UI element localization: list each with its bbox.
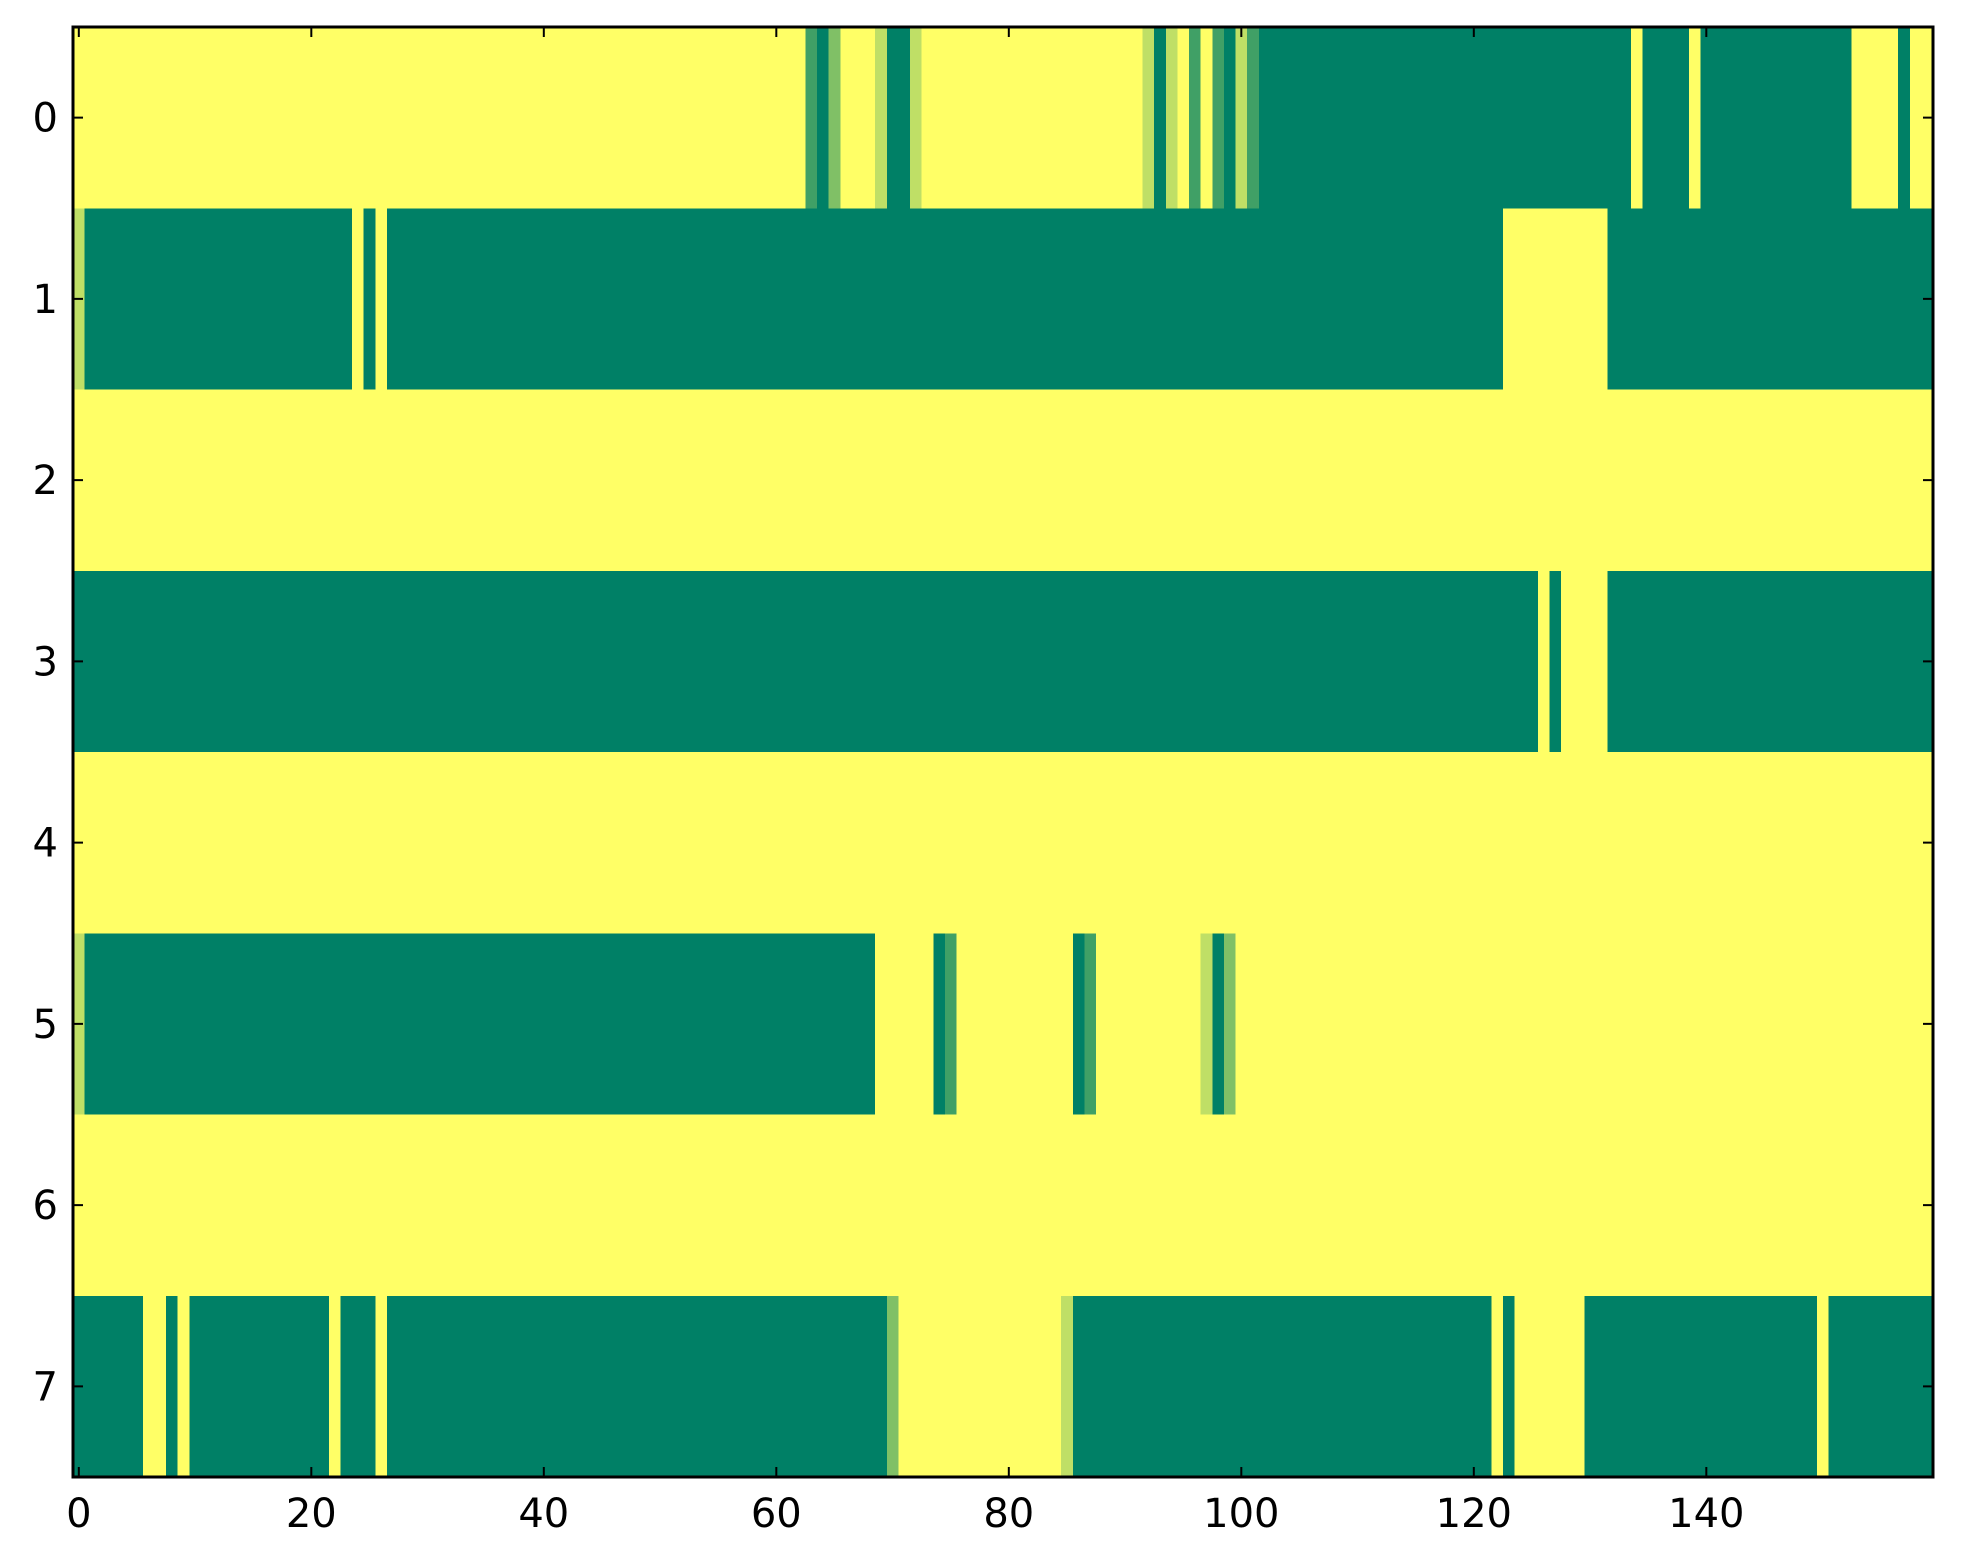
- heatmap-cell-row-5-seg-6: [1200, 933, 1213, 1115]
- heatmap-cell-row-7-seg-0: [73, 1295, 143, 1477]
- y-tick-label-7: 7: [33, 1364, 58, 1410]
- x-tick-label-40: 40: [518, 1491, 569, 1537]
- heatmap-cell-row-3-seg-2: [1607, 570, 1933, 752]
- heatmap-cell-row-0-seg-1: [817, 27, 829, 209]
- heatmap-cell-row-3-seg-1: [1549, 570, 1561, 752]
- heatmap-cell-row-5-seg-4: [1072, 933, 1085, 1115]
- heatmap-cell-row-7-seg-4: [386, 1295, 887, 1477]
- x-tick-label-120: 120: [1436, 1491, 1512, 1537]
- heatmap-cell-row-7-seg-2: [189, 1295, 329, 1477]
- heatmap-cell-row-7-seg-5: [886, 1295, 899, 1477]
- heatmap-cell-row-0-seg-10: [1189, 27, 1201, 209]
- heatmap-cell-row-0-seg-0: [805, 27, 817, 209]
- heatmap-cell-row-7-seg-8: [1502, 1295, 1515, 1477]
- y-tick-label-4: 4: [33, 821, 58, 867]
- x-tick-label-140: 140: [1668, 1491, 1744, 1537]
- y-tick-label-2: 2: [33, 458, 58, 504]
- heatmap-cell-row-0-seg-16: [1642, 27, 1689, 209]
- heatmap-cell-row-0-seg-13: [1235, 27, 1248, 209]
- axis-ticks: [73, 27, 1933, 1477]
- heatmap-cell-row-7-seg-6: [1061, 1295, 1073, 1477]
- y-tick-label-3: 3: [33, 639, 58, 685]
- y-tick-label-0: 0: [33, 96, 58, 142]
- heatmap-cell-row-5-seg-5: [1084, 933, 1096, 1115]
- x-axis-tick-labels: 0 20 40 60 80 100 120 140: [66, 1491, 1744, 1537]
- heatmap-cell-row-0-seg-11: [1212, 27, 1224, 209]
- heatmap-cell-row-1-seg-3: [386, 208, 1503, 390]
- heatmap-cell-row-0-seg-9: [1165, 27, 1178, 209]
- heatmap-cell-row-0-seg-6: [910, 27, 922, 209]
- x-tick-label-80: 80: [983, 1491, 1034, 1537]
- heatmap-cell-row-5-seg-2: [933, 933, 945, 1115]
- heatmap-cell-row-1-seg-2: [363, 208, 376, 390]
- heatmap-cell-row-7-seg-10: [1828, 1295, 1933, 1477]
- heatmap-row-4-background: [73, 752, 1933, 934]
- heatmap-cell-row-7-seg-1: [166, 1295, 178, 1477]
- y-tick-label-1: 1: [33, 277, 58, 323]
- x-tick-label-20: 20: [286, 1491, 337, 1537]
- heatmap-cell-row-3-seg-0: [73, 570, 1538, 752]
- heatmap-cell-row-5-seg-8: [1223, 933, 1236, 1115]
- heatmap-cell-row-0-seg-2: [828, 27, 841, 209]
- heatmap-cell-row-0-seg-4: [886, 27, 899, 209]
- heatmap-cell-row-0-seg-14: [1247, 27, 1259, 209]
- y-tick-label-6: 6: [33, 1183, 58, 1229]
- heatmap-cell-row-7-seg-9: [1584, 1295, 1817, 1477]
- heatmap-cell-row-1-seg-4: [1607, 208, 1933, 390]
- heatmap-cell-row-0-seg-8: [1154, 27, 1166, 209]
- x-tick-label-0: 0: [66, 1491, 91, 1537]
- heatmap-cell-row-1-seg-1: [84, 208, 352, 390]
- heatmap-cell-row-5-seg-7: [1212, 933, 1224, 1115]
- heatmap-cell-row-7-seg-3: [340, 1295, 376, 1477]
- heatmap-cell-row-0-seg-18: [1898, 27, 1910, 209]
- heatmap-cell-row-0-seg-7: [1142, 27, 1155, 209]
- heatmap-cell-row-0-seg-3: [875, 27, 887, 209]
- heatmap-row-6-background: [73, 1114, 1933, 1296]
- heatmap-row-2-background: [73, 389, 1933, 571]
- y-tick-label-5: 5: [33, 1002, 58, 1048]
- heatmap-cell-row-0-seg-17: [1700, 27, 1852, 209]
- plot-frame: [71, 25, 1935, 1479]
- y-axis-tick-labels: 0 1 2 3 4 5 6 7: [33, 96, 58, 1411]
- heatmap-cell-row-0-seg-15: [1258, 27, 1631, 209]
- heatmap-cell-row-5-seg-3: [944, 933, 957, 1115]
- heatmap-cells: [73, 27, 1933, 1477]
- heatmap-cell-row-7-seg-7: [1072, 1295, 1492, 1477]
- heatmap-cell-row-0-seg-12: [1223, 27, 1236, 209]
- heatmap-cell-row-5-seg-1: [84, 933, 876, 1115]
- x-tick-label-60: 60: [751, 1491, 802, 1537]
- x-tick-label-100: 100: [1203, 1491, 1279, 1537]
- heatmap-cell-row-0-seg-5: [898, 27, 910, 209]
